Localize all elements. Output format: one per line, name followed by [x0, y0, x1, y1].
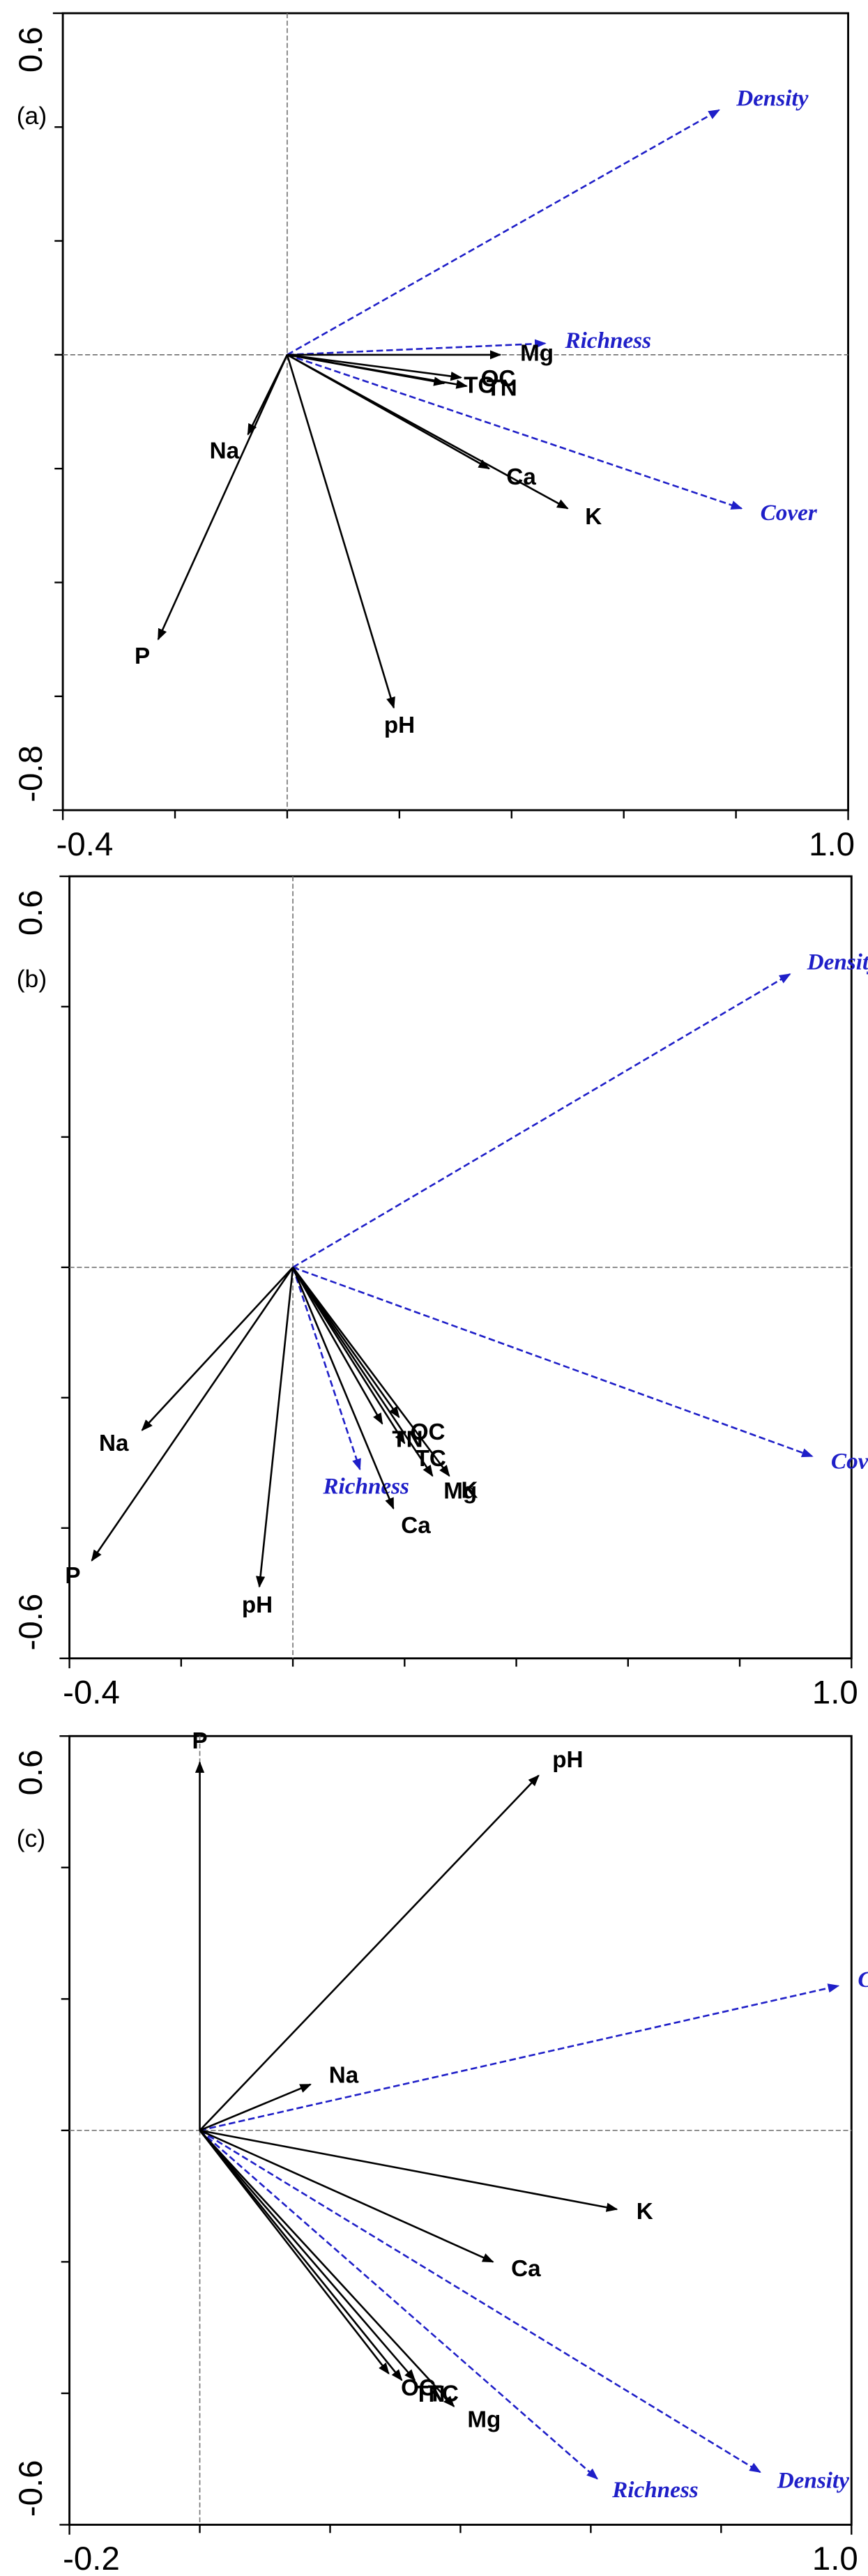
vector-arrow — [199, 2130, 403, 2381]
vector-label: K — [637, 2199, 653, 2225]
panel-label: (c) — [17, 1824, 45, 1852]
vector-label: P — [65, 1563, 80, 1589]
vector-label: P — [192, 1728, 207, 1754]
vector-arrow — [91, 1267, 294, 1562]
vector-arrow — [199, 2130, 390, 2375]
y-tick-label: 0.6 — [13, 1749, 50, 1795]
vector-label: Richness — [322, 1473, 409, 1499]
vector-label: OC — [481, 366, 516, 392]
vector-arrow — [199, 2129, 618, 2212]
vector-arrow — [291, 1267, 434, 1477]
vector-arrow — [199, 2083, 312, 2132]
plot-frame — [61, 12, 849, 811]
vector-label: Density — [736, 85, 809, 111]
vector-arrow — [286, 354, 395, 709]
vector-arrow — [199, 1774, 540, 2131]
vector-arrow — [199, 2129, 761, 2474]
y-tick-label: 0.6 — [13, 890, 50, 936]
y-tick-label: 0.6 — [13, 26, 50, 73]
vector-label: K — [461, 1478, 478, 1504]
vector-arrow — [291, 1267, 361, 1471]
vector-label: P — [135, 643, 150, 669]
vector-arrow — [255, 1267, 294, 1588]
vector-arrow — [141, 1266, 294, 1431]
vector-label: Mg — [443, 1478, 477, 1504]
vector-arrow — [199, 2129, 455, 2408]
x-tick-label: -0.4 — [63, 1674, 120, 1711]
vector-arrow — [292, 1266, 814, 1458]
vector-label: Na — [210, 438, 240, 464]
vector-label: Cover — [761, 500, 818, 526]
vector-label: Mg — [520, 341, 554, 367]
vector-label: Na — [99, 1431, 129, 1456]
y-tick-label: -0.6 — [13, 1594, 50, 1651]
vector-label: Density — [777, 2468, 850, 2494]
vector-label: TN — [486, 375, 517, 401]
vector-arrow — [287, 353, 569, 510]
vector-label: Mg — [467, 2407, 501, 2432]
x-tick-label: -0.2 — [63, 2540, 120, 2576]
panel-label: (a) — [17, 102, 47, 130]
vector-label: pH — [384, 712, 415, 738]
panel-label: (b) — [17, 965, 47, 993]
vector-label: Cover — [831, 1448, 868, 1474]
panel: (b) -0.6 0.6 -0.4 1.0 Density Cover Richness Na P… — [13, 875, 868, 1711]
vector-arrow — [199, 2129, 494, 2263]
vector-label: Density — [807, 949, 868, 975]
vector-label: TN — [414, 2381, 445, 2407]
vector-label: Richness — [564, 328, 651, 353]
vector-label: pH — [242, 1592, 273, 1618]
x-tick-label: 1.0 — [812, 1674, 858, 1711]
vector-arrow — [287, 339, 547, 356]
x-tick-label: -0.4 — [56, 826, 114, 863]
vector-arrow — [157, 354, 289, 641]
vector-label: Na — [329, 2063, 359, 2089]
vector-arrow — [287, 353, 446, 386]
vector-arrow — [199, 2129, 416, 2381]
vector-arrow — [287, 109, 720, 356]
vector-arrow — [287, 353, 463, 381]
vector-arrow — [292, 973, 791, 1268]
vector-arrow — [292, 1267, 450, 1477]
vector-arrow — [199, 2129, 598, 2480]
vector-label: pH — [552, 1747, 583, 1773]
vector-label: Richness — [611, 2477, 699, 2503]
vector-arrow — [199, 1983, 840, 2132]
x-tick-label: 1.0 — [812, 2540, 858, 2576]
panel: (a) -0.8 0.6 -0.4 1.0 Density Richness Cover MgO… — [13, 12, 855, 863]
vector-arrow — [291, 1267, 383, 1425]
y-tick-label: -0.8 — [13, 745, 50, 802]
vector-label: K — [585, 504, 602, 530]
x-tick-label: 1.0 — [809, 826, 855, 863]
vector-label: TC — [464, 373, 494, 399]
y-tick-label: -0.6 — [13, 2460, 50, 2517]
vector-label: Cover — [858, 1967, 868, 1992]
vector-label: Ca — [511, 2256, 541, 2282]
vector-arrow — [291, 1267, 395, 1510]
vector-label: Ca — [401, 1513, 431, 1539]
vector-arrow — [287, 353, 743, 510]
panel: (c) -0.6 0.6 -0.2 1.0 Cover Richness Density pH P… — [13, 1728, 868, 2576]
